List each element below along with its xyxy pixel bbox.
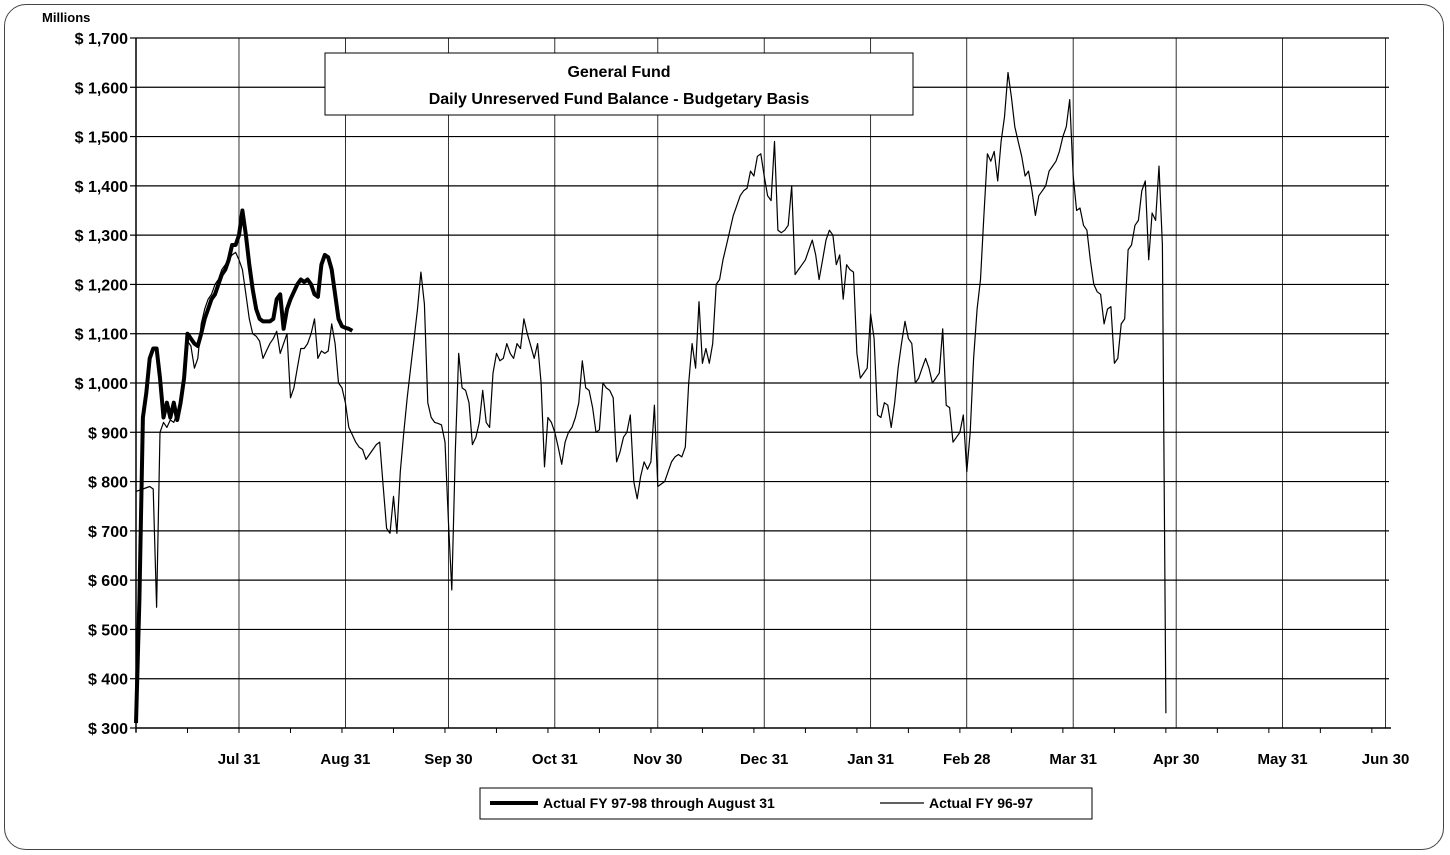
x-tick-label: Jan 31 xyxy=(847,751,894,768)
x-tick-label: Aug 31 xyxy=(320,751,370,768)
y-tick-label: $ 900 xyxy=(88,425,128,442)
x-tick-label: Apr 30 xyxy=(1153,751,1200,768)
y-tick-label: $ 1,300 xyxy=(75,228,128,245)
x-tick-label: Jul 31 xyxy=(218,751,261,768)
y-unit-label: Millions xyxy=(42,10,90,25)
y-tick-label: $ 600 xyxy=(88,573,128,590)
y-tick-label: $ 1,600 xyxy=(75,80,128,97)
series-line-fy9798 xyxy=(134,208,354,724)
chart-subtitle: Daily Unreserved Fund Balance - Budgetar… xyxy=(429,91,810,108)
x-tick-label: Sep 30 xyxy=(424,751,472,768)
chart-title-box: General Fund Daily Unreserved Fund Balan… xyxy=(324,52,914,116)
y-tick-label: $ 1,400 xyxy=(75,179,128,196)
y-tick-label: $ 1,100 xyxy=(75,327,128,344)
x-tick-label: Nov 30 xyxy=(633,751,682,768)
y-tick-label: $ 1,700 xyxy=(75,31,128,48)
y-tick-label: $ 800 xyxy=(88,475,128,492)
y-tick-label: $ 1,500 xyxy=(75,130,128,147)
chart-title: General Fund xyxy=(567,64,670,81)
axes xyxy=(130,37,1391,733)
y-tick-label: $ 700 xyxy=(88,524,128,541)
y-tick-label: $ 400 xyxy=(88,672,128,689)
legend-label-fy9697: Actual FY 96-97 xyxy=(929,795,1033,811)
series-line-fy9697 xyxy=(135,71,1167,714)
legend-label-fy9798: Actual FY 97-98 through August 31 xyxy=(543,795,775,811)
y-tick-label: $ 1,200 xyxy=(75,277,128,294)
y-tick-label: $ 1,000 xyxy=(75,376,128,393)
x-tick-label: Feb 28 xyxy=(943,751,991,768)
x-tick-label: Oct 31 xyxy=(532,751,578,768)
legend: Actual FY 97-98 through August 31 Actual… xyxy=(479,787,1093,820)
chart-frame xyxy=(4,4,1444,850)
y-tick-labels: $ 300 $ 400 $ 500 $ 600 $ 700 $ 800 $ 900 $ 1,0… xyxy=(75,31,128,738)
y-tick-label: $ 300 xyxy=(88,721,128,738)
series-lines xyxy=(134,71,1167,724)
x-tick-label: Mar 31 xyxy=(1049,751,1097,768)
grid-lines xyxy=(136,37,1389,728)
x-tick-label: May 31 xyxy=(1258,751,1308,768)
x-tick-label: Jun 30 xyxy=(1362,751,1410,768)
y-tick-label: $ 500 xyxy=(88,622,128,639)
x-tick-labels: Jul 31 Aug 31 Sep 30 Oct 31 Nov 30 Dec 31 Jan … xyxy=(218,751,1410,768)
x-tick-label: Dec 31 xyxy=(740,751,788,768)
